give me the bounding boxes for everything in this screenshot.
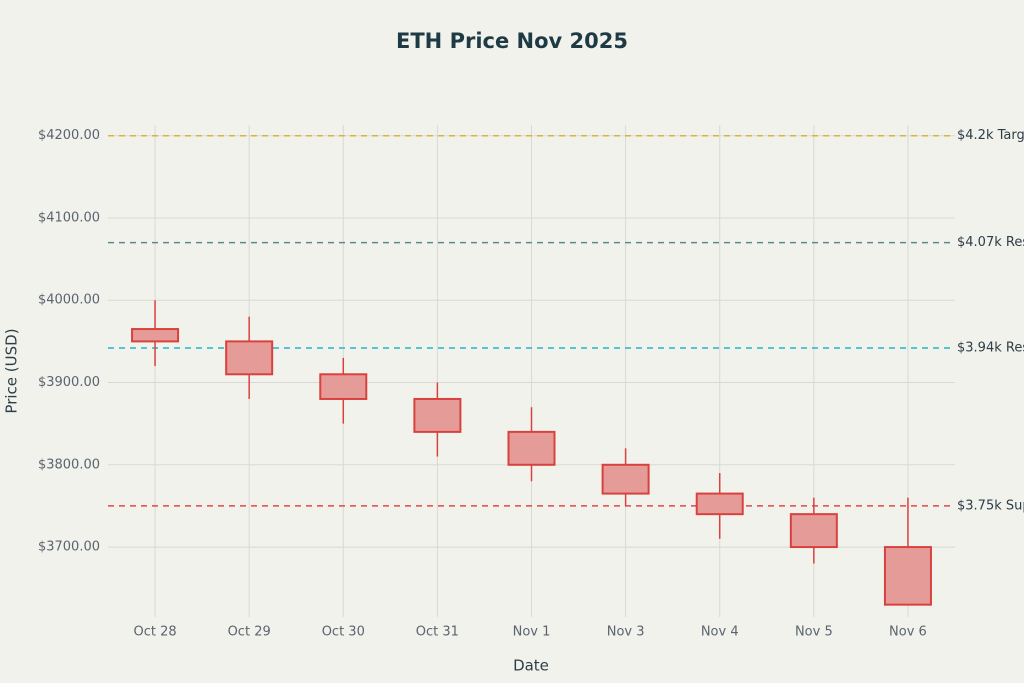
- candle-body: [413, 397, 462, 433]
- y-tick-label: $4000.00: [38, 293, 100, 308]
- x-tick-label: Nov 1: [513, 625, 551, 640]
- candle-body: [789, 513, 838, 549]
- y-axis-label: Price (USD): [3, 328, 21, 413]
- x-tick-label: Oct 31: [416, 625, 459, 640]
- y-tick-label: $3700.00: [38, 540, 100, 555]
- candle-body: [883, 546, 932, 606]
- x-tick-label: Nov 6: [889, 625, 927, 640]
- x-tick-label: Oct 30: [322, 625, 365, 640]
- candle-body: [601, 463, 650, 495]
- x-tick-label: Oct 29: [228, 625, 271, 640]
- candle-body: [131, 328, 180, 343]
- candle-body: [695, 492, 744, 516]
- y-tick-label: $4100.00: [38, 210, 100, 225]
- x-tick-label: Nov 5: [795, 625, 833, 640]
- reference-label: $3.94k Resistance: [957, 340, 1024, 355]
- candle-body: [507, 430, 556, 466]
- x-tick-label: Oct 28: [133, 625, 176, 640]
- y-tick-label: $3800.00: [38, 457, 100, 472]
- reference-label: $4.07k Resistance: [957, 235, 1024, 250]
- reference-label: $3.75k Support: [957, 498, 1024, 513]
- y-tick-label: $4200.00: [38, 128, 100, 143]
- candle-body: [225, 340, 274, 376]
- chart-title: ETH Price Nov 2025: [396, 29, 628, 53]
- x-tick-label: Nov 3: [607, 625, 645, 640]
- reference-label: $4.2k Target: [957, 128, 1024, 143]
- x-axis-label: Date: [513, 657, 549, 675]
- x-tick-label: Nov 4: [701, 625, 739, 640]
- candle-body: [319, 373, 368, 400]
- y-tick-label: $3900.00: [38, 375, 100, 390]
